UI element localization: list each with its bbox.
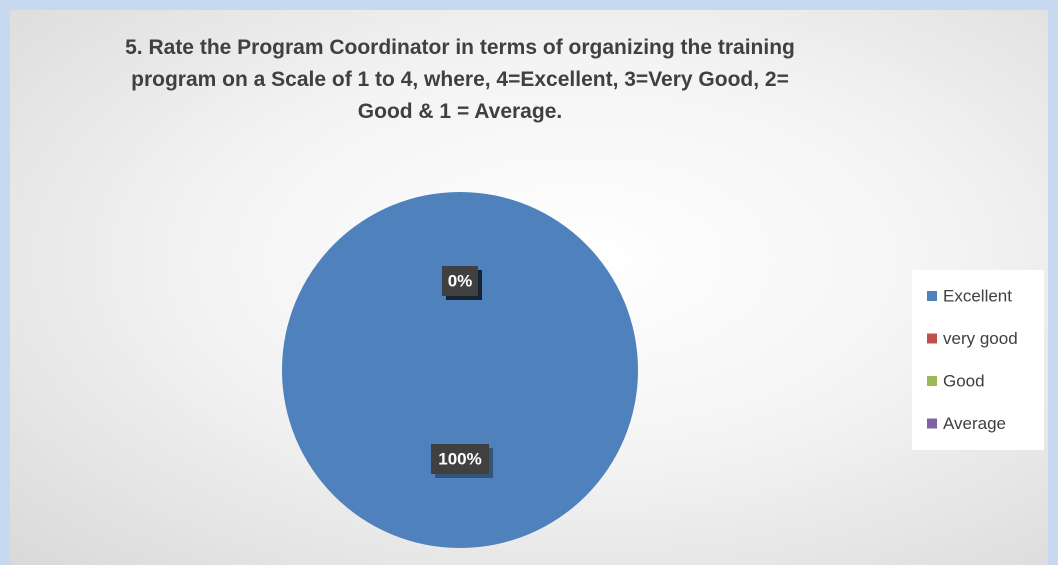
chart-title: 5. Rate the Program Coordinator in terms… bbox=[125, 36, 795, 123]
data-label: 0% bbox=[448, 271, 473, 290]
legend-swatch bbox=[927, 418, 937, 429]
pie-slice bbox=[282, 192, 638, 548]
legend-swatch bbox=[927, 333, 937, 344]
data-label-box bbox=[431, 444, 489, 474]
legend-swatch bbox=[927, 376, 937, 386]
legend-label: Good bbox=[943, 371, 985, 390]
legend-label: Excellent bbox=[943, 286, 1012, 305]
legend-label: Average bbox=[943, 414, 1006, 433]
data-label-box bbox=[442, 266, 478, 296]
data-label: 100% bbox=[438, 449, 481, 468]
legend-label: very good bbox=[943, 329, 1018, 348]
legend-swatch bbox=[927, 291, 937, 301]
